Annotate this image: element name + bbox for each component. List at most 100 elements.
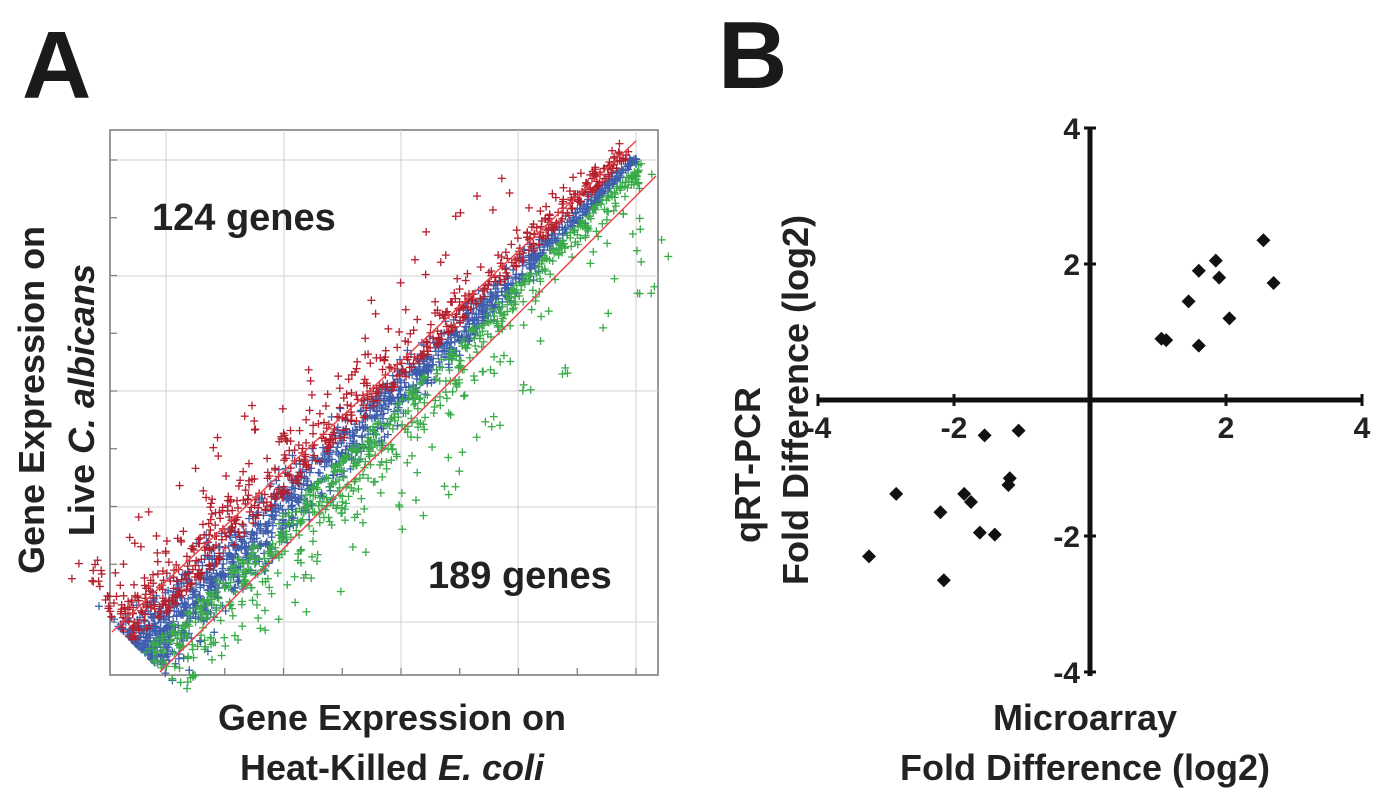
unchanged-point: [146, 633, 155, 642]
unchanged-point: [168, 647, 177, 656]
unchanged-point: [538, 249, 547, 258]
panel-a-points: [67, 139, 673, 693]
unchanged-point: [210, 628, 219, 637]
panel-a-letter: A: [22, 12, 92, 119]
up-point: [89, 566, 98, 575]
panel-a-ylabel-line1: Gene Expression on: [11, 226, 52, 574]
unchanged-point: [288, 451, 297, 460]
down-genes-annotation: 189 genes: [428, 555, 612, 597]
down-point: [168, 674, 177, 683]
unchanged-point: [161, 669, 170, 678]
unchanged-point: [233, 577, 242, 586]
unchanged-point: [221, 606, 230, 615]
panel-b-ytick-label: 4: [1063, 113, 1080, 146]
up-genes-annotation: 124 genes: [152, 197, 336, 239]
down-point: [176, 678, 185, 687]
panel-b-data-point: [1011, 423, 1026, 438]
unchanged-point: [239, 521, 248, 530]
unchanged-point: [617, 165, 626, 174]
unchanged-point: [156, 618, 165, 627]
panel-a-ylabel-prefix: Live: [61, 454, 102, 536]
unchanged-point: [203, 647, 212, 656]
panel-b-data-point: [1222, 311, 1237, 326]
unchanged-point: [185, 666, 194, 675]
up-point: [74, 559, 83, 568]
unchanged-point: [247, 530, 256, 539]
panel-b-data-point: [1256, 233, 1271, 248]
unchanged-point: [520, 245, 529, 254]
unchanged-point: [334, 439, 343, 448]
unchanged-point: [219, 559, 228, 568]
panel-b-xtick-label: 2: [1218, 412, 1235, 445]
panel-b-data-point: [1208, 253, 1223, 268]
unchanged-point: [461, 322, 470, 331]
panel-a-ylabel-italic: C. albicans: [61, 264, 102, 454]
unchanged-point: [487, 289, 496, 298]
unchanged-point: [320, 462, 329, 471]
up-outlier: [67, 574, 76, 583]
panel-b-xlabel-line1: Microarray: [993, 697, 1177, 738]
unchanged-point: [268, 512, 277, 521]
unchanged-point: [430, 375, 439, 384]
unchanged-point: [547, 238, 556, 247]
panel-b-data-point: [862, 549, 876, 564]
panel-a-chart: 124 genes 189 genes Gene Expression on H…: [11, 129, 673, 788]
unchanged-point: [452, 327, 461, 336]
panel-a-ylabel-line2: Live C. albicans: [61, 264, 102, 536]
unchanged-point: [470, 315, 479, 324]
unchanged-point: [267, 528, 276, 537]
up-outlier: [97, 566, 106, 575]
unchanged-point: [223, 551, 232, 560]
panel-b-data-point: [1181, 294, 1196, 309]
unchanged-point: [333, 423, 342, 432]
unchanged-point: [393, 393, 402, 402]
panel-a-xlabel-prefix: Heat-Killed: [240, 747, 438, 788]
unchanged-point: [174, 654, 183, 663]
unchanged-point: [434, 351, 443, 360]
panel-b-ylabel-line1: qRT-PCR: [727, 387, 768, 543]
panel-b-data-point: [889, 486, 904, 501]
unchanged-point: [400, 378, 409, 387]
panel-b-ylabel-line2: Fold Difference (log2): [775, 215, 816, 585]
unchanged-point: [314, 468, 323, 477]
unchanged-point: [268, 521, 277, 530]
unchanged-point: [383, 405, 392, 414]
unchanged-point: [328, 471, 337, 480]
unchanged-point: [333, 443, 342, 452]
unchanged-point: [337, 438, 346, 447]
unchanged-point: [255, 524, 264, 533]
unchanged-point: [215, 542, 224, 551]
unchanged-point: [571, 208, 580, 217]
unchanged-point: [358, 431, 367, 440]
unchanged-point: [334, 450, 343, 459]
panel-b-xlabel-line2: Fold Difference (log2): [900, 747, 1270, 788]
panel-b-data-point: [977, 428, 992, 443]
unchanged-point: [213, 593, 222, 602]
up-outlier: [95, 582, 104, 591]
unchanged-point: [170, 606, 179, 615]
panel-b-data-point: [933, 505, 948, 520]
unchanged-point: [164, 586, 173, 595]
unchanged-point: [455, 336, 464, 345]
unchanged-point: [567, 221, 576, 230]
unchanged-point: [393, 421, 402, 430]
unchanged-point: [265, 517, 274, 526]
panel-b-data-point: [987, 527, 1002, 542]
unchanged-point: [188, 587, 197, 596]
panel-a-xlabel-line1: Gene Expression on: [218, 697, 566, 738]
unchanged-point: [270, 500, 279, 509]
down-outlier: [664, 252, 673, 261]
panel-b-data-point: [936, 573, 951, 588]
panel-b-data-point: [1191, 263, 1206, 278]
up-outlier: [88, 576, 97, 585]
unchanged-point: [438, 347, 447, 356]
panel-a-xlabel-italic: E. coli: [438, 747, 545, 788]
unchanged-point: [276, 501, 285, 510]
down-point: [183, 684, 192, 693]
panel-b-chart: -4 -2 2 442-2-4 Microarray Fold Difference …: [727, 113, 1371, 788]
unchanged-point: [302, 474, 311, 483]
unchanged-point: [189, 585, 198, 594]
up-outlier: [89, 577, 98, 586]
unchanged-point: [403, 346, 412, 355]
